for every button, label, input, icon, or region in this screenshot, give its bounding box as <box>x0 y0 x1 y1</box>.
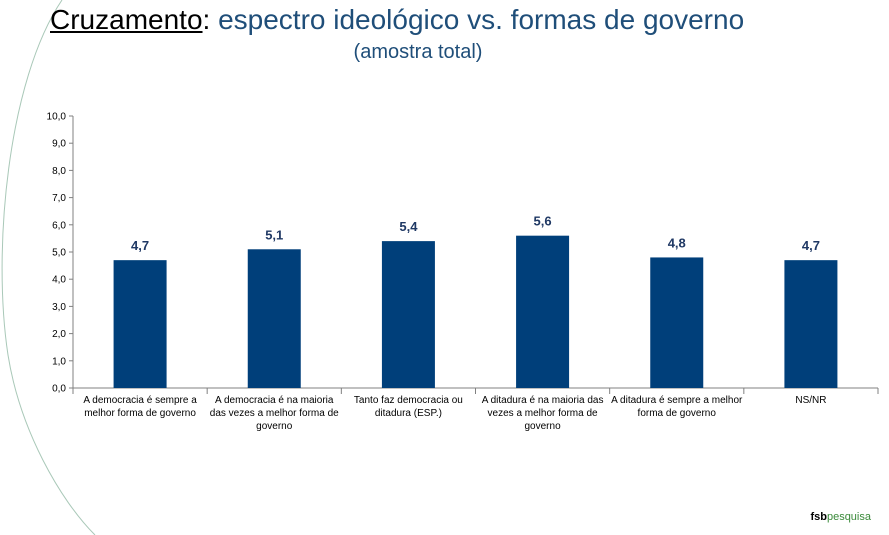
x-category-label: NS/NR <box>795 395 827 406</box>
y-tick-label: 5,0 <box>52 248 66 259</box>
bar <box>381 241 435 388</box>
bar <box>113 260 167 388</box>
bar-value-label: 5,4 <box>399 219 418 234</box>
y-tick-label: 4,0 <box>52 275 66 286</box>
y-tick-label: 9,0 <box>52 139 66 150</box>
bar-value-label: 4,7 <box>802 238 820 253</box>
x-category-label: A ditadura é na maioria das vezes a melh… <box>481 395 604 432</box>
x-category-label: A democracia é na maioria das vezes a me… <box>209 395 339 432</box>
x-category-label: Tanto faz democracia ou ditadura (ESP.) <box>353 395 463 419</box>
bar-value-label: 5,6 <box>534 214 552 229</box>
y-tick-label: 2,0 <box>52 329 66 340</box>
y-tick-label: 1,0 <box>52 356 66 367</box>
bar <box>247 249 301 388</box>
logo-text-fsb: fsb <box>810 511 827 523</box>
y-tick-label: 10,0 <box>47 112 67 123</box>
y-tick-label: 0,0 <box>52 384 66 395</box>
brand-logo: fsbpesquisa <box>810 511 871 523</box>
y-tick-label: 7,0 <box>52 193 66 204</box>
y-tick-label: 8,0 <box>52 166 66 177</box>
page-subtitle: (amostra total) <box>353 41 483 63</box>
logo-text-pesquisa: pesquisa <box>826 511 871 523</box>
bar <box>784 260 838 388</box>
bar-value-label: 4,8 <box>668 235 686 250</box>
title-colon: : <box>202 4 211 35</box>
bar <box>516 235 570 388</box>
x-category-label: A democracia é sempre a melhor forma de … <box>83 395 197 419</box>
bar-value-label: 4,7 <box>131 238 149 253</box>
title-text: espectro ideológico vs. formas de govern… <box>210 4 745 35</box>
bar <box>650 257 704 388</box>
page-title: Cruzamento: espectro ideológico vs. form… <box>50 4 744 36</box>
y-tick-label: 3,0 <box>52 302 66 313</box>
bar-value-label: 5,1 <box>265 227 283 242</box>
title-prefix: Cruzamento <box>50 4 203 35</box>
y-tick-label: 6,0 <box>52 220 66 231</box>
x-category-label: A ditadura é sempre a melhor forma de go… <box>611 395 743 419</box>
